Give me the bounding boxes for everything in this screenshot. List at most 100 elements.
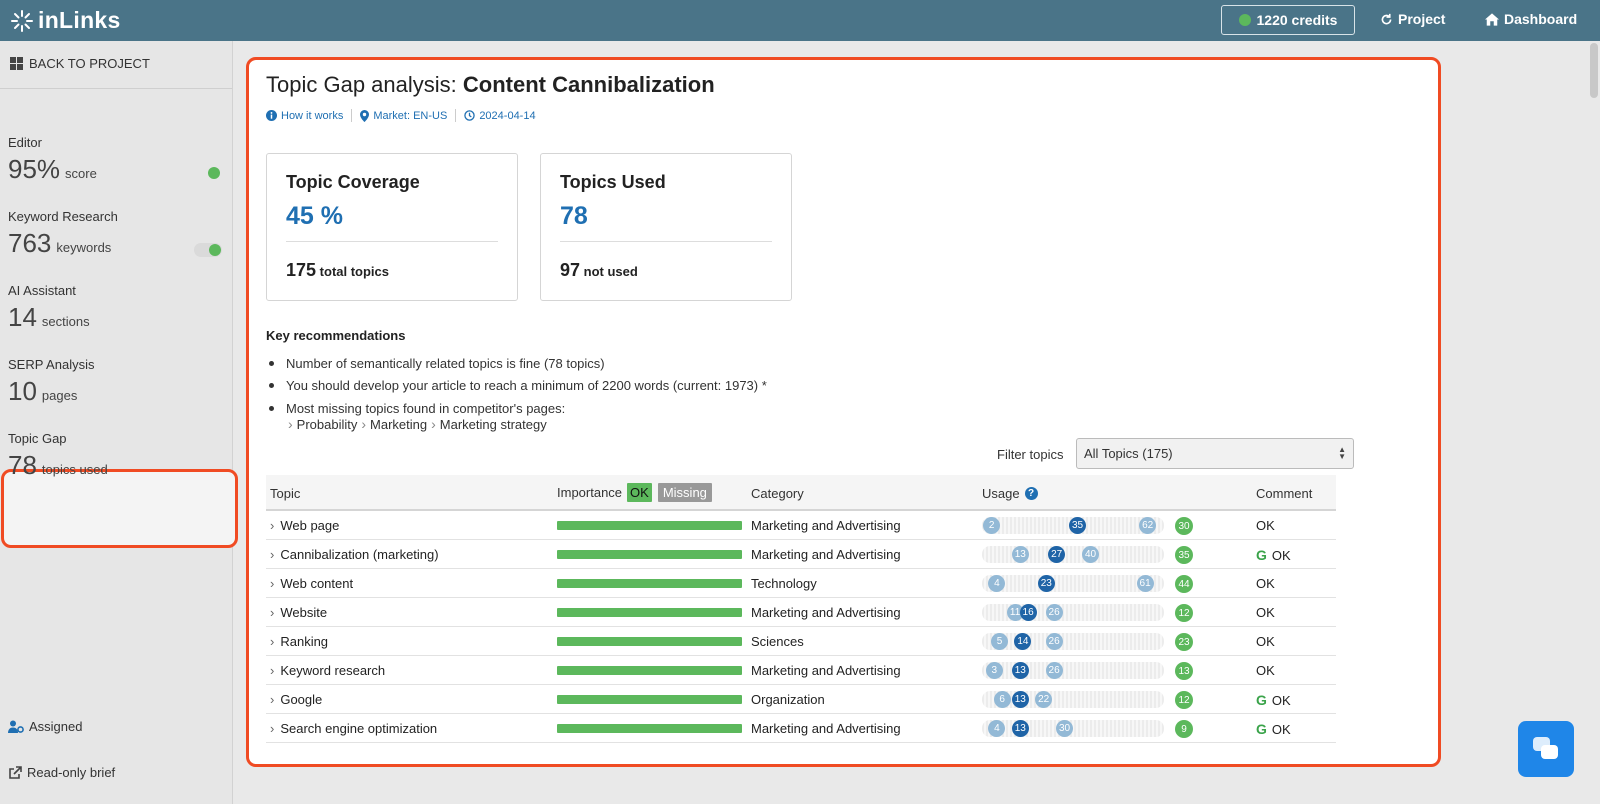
chevron-right-icon[interactable]: ›	[270, 634, 275, 649]
sidebar: BACK TO PROJECT Editor 95% score Keyword …	[0, 41, 238, 804]
comment-cell: OK	[1256, 518, 1275, 533]
table-row[interactable]: › Ranking Sciences 5 26 14 23 OK	[266, 627, 1336, 656]
header-importance[interactable]: Importance OK Missing	[557, 483, 712, 502]
dashboard-link[interactable]: Dashboard	[1485, 11, 1577, 27]
usage-count-badge: 30	[1175, 517, 1193, 535]
readonly-brief-link[interactable]: Read-only brief	[8, 765, 115, 780]
importance-bar	[557, 579, 742, 588]
chevron-right-icon[interactable]: ›	[270, 576, 275, 591]
topic-name: Web content	[280, 576, 354, 591]
table-row[interactable]: › Website Marketing and Advertising 11 26 16 1…	[266, 598, 1336, 627]
crumb[interactable]: Probability	[296, 416, 358, 432]
usage-avg-bubble: 14	[1014, 633, 1032, 650]
crumb[interactable]: Marketing	[370, 416, 428, 432]
credits-status-icon	[1238, 14, 1251, 26]
table-row[interactable]: › Cannibalization (marketing) Marketing an…	[266, 540, 1336, 569]
topic-cell[interactable]: › Website	[270, 605, 327, 620]
usage-max-bubble: 62	[1139, 517, 1157, 534]
google-icon: G	[1256, 721, 1267, 737]
chat-button[interactable]	[1518, 721, 1574, 777]
keyword-toggle[interactable]	[194, 243, 222, 257]
table-row[interactable]: › Keyword research Marketing and Advertisi…	[266, 656, 1336, 685]
usage-track: 3 26 13	[982, 662, 1164, 679]
chevron-right-icon: ›	[431, 416, 436, 432]
usage-avg-bubble: 27	[1048, 546, 1066, 563]
header-topic[interactable]: Topic	[270, 486, 300, 501]
recommendations-title: Key recommendations	[266, 328, 406, 343]
info-icon	[266, 110, 277, 121]
project-link[interactable]: Project	[1380, 11, 1445, 27]
sidebar-divider	[0, 88, 232, 89]
chevron-right-icon[interactable]: ›	[270, 547, 275, 562]
how-it-works-label: How it works	[281, 109, 344, 122]
sunburst-icon	[11, 9, 33, 32]
usage-avg-bubble: 13	[1011, 662, 1029, 679]
filter-topics-select[interactable]: All Topics (175) ▲ ▼	[1076, 438, 1354, 469]
comment-text: OK	[1256, 663, 1275, 678]
importance-bar	[557, 695, 742, 704]
importance-bar	[557, 521, 742, 530]
assigned-link[interactable]: Assigned	[8, 719, 82, 734]
header-category[interactable]: Category	[751, 486, 804, 501]
chevron-right-icon[interactable]: ›	[270, 721, 275, 736]
chevron-right-icon[interactable]: ›	[270, 692, 275, 707]
sidebar-item-ai-assistant[interactable]: AI Assistant 14 sections	[8, 283, 226, 333]
sidebar-item-serp-analysis[interactable]: SERP Analysis 10 pages	[8, 357, 226, 407]
project-label: Project	[1398, 11, 1446, 27]
sidebar-item-keyword-research[interactable]: Keyword Research 763 keywords	[8, 209, 226, 259]
topic-cell[interactable]: › Web content	[270, 576, 353, 591]
sidebar-active-highlight	[1, 469, 238, 548]
usage-count-badge: 9	[1175, 720, 1193, 738]
importance-bar	[557, 550, 742, 559]
category-cell: Technology	[751, 576, 817, 591]
sidebar-item-topic-gap[interactable]: Topic Gap 78 topics used	[8, 431, 226, 481]
table-row[interactable]: › Web page Marketing and Advertising 2 62 35 3…	[266, 511, 1336, 540]
credits-label: 1220 credits	[1256, 12, 1338, 28]
sidebar-item-editor[interactable]: Editor 95% score	[8, 135, 226, 185]
page-title: Topic Gap analysis: Content Cannibalizat…	[266, 72, 715, 98]
dashboard-label: Dashboard	[1504, 11, 1578, 27]
back-label: BACK TO PROJECT	[29, 56, 150, 71]
usage-avg-bubble: 13	[1011, 691, 1029, 708]
table-row[interactable]: › Web content Technology 4 61 23 44 OK	[266, 569, 1336, 598]
external-link-icon	[9, 765, 22, 779]
topic-cell[interactable]: › Cannibalization (marketing)	[270, 547, 439, 562]
topic-cell[interactable]: › Search engine optimization	[270, 721, 437, 736]
header-comment[interactable]: Comment	[1256, 486, 1312, 501]
card-footer: 175 total topics	[286, 260, 389, 281]
comment-cell: OK	[1256, 634, 1275, 649]
crumb[interactable]: Marketing strategy	[439, 416, 547, 432]
help-icon[interactable]: ?	[1024, 487, 1038, 500]
header-topic-label: Topic	[270, 486, 301, 501]
brand-logo[interactable]: inLinks	[10, 7, 121, 34]
card-footer: 97 not used	[560, 260, 638, 281]
usage-track: 4 61 23	[982, 575, 1164, 592]
chevron-right-icon[interactable]: ›	[270, 518, 275, 533]
topic-cell[interactable]: › Keyword research	[270, 663, 385, 678]
usage-min-bubble: 5	[991, 633, 1008, 650]
page-scrollbar[interactable]	[1590, 43, 1598, 98]
recommendation-item: You should develop your article to reach…	[266, 375, 767, 398]
table-row[interactable]: › Search engine optimization Marketing and…	[266, 714, 1336, 743]
topic-cell[interactable]: › Google	[270, 692, 322, 707]
chevron-right-icon[interactable]: ›	[270, 605, 275, 620]
refresh-icon	[1381, 13, 1392, 24]
usage-min-bubble: 4	[988, 575, 1006, 592]
toggle-knob	[209, 244, 221, 256]
topic-cell[interactable]: › Ranking	[270, 634, 328, 649]
usage-max-bubble: 26	[1045, 604, 1063, 621]
usage-min-bubble: 13	[1011, 546, 1029, 563]
back-to-project-link[interactable]: BACK TO PROJECT	[10, 56, 150, 71]
credits-button[interactable]: 1220 credits	[1221, 5, 1355, 35]
chevron-right-icon[interactable]: ›	[270, 663, 275, 678]
how-it-works-link[interactable]: How it works	[266, 110, 343, 122]
header-usage[interactable]: Usage?	[982, 486, 1038, 501]
page-title-main: Content Cannibalization	[462, 72, 715, 97]
clock-icon	[464, 110, 476, 121]
map-pin-icon	[360, 109, 370, 122]
table-row[interactable]: › Google Organization 6 22 13 12 G OK	[266, 685, 1336, 714]
usage-track: 5 26 14	[982, 633, 1164, 650]
usage-track: 13 40 27	[982, 546, 1164, 563]
importance-bar	[557, 666, 742, 675]
topic-cell[interactable]: › Web page	[270, 518, 339, 533]
